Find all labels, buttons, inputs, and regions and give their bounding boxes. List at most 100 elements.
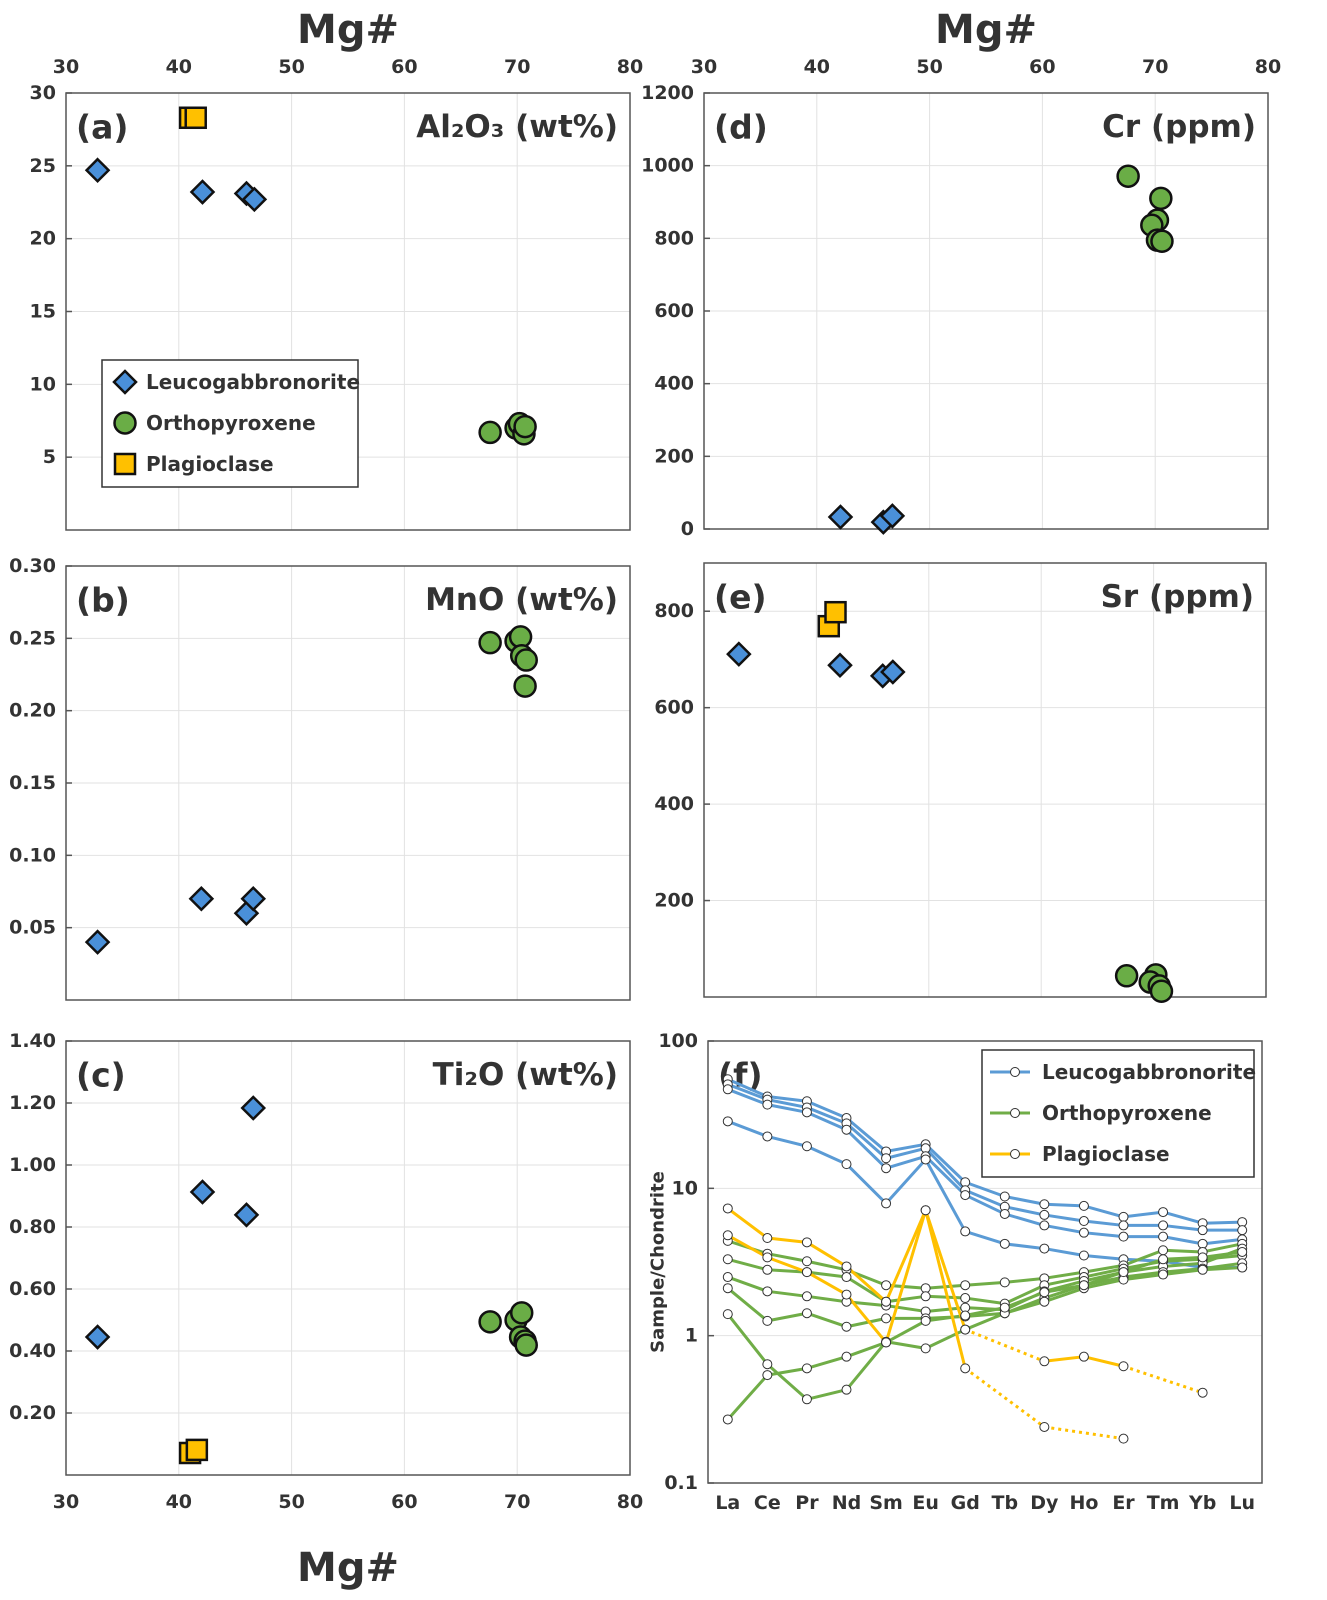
plot-frame — [65, 565, 631, 1001]
diamond-marker — [241, 186, 268, 213]
x-tick-label: 40 — [166, 1491, 192, 1513]
y-tick-label: 100 — [658, 1030, 698, 1052]
y-tick-label: 0.25 — [9, 627, 56, 649]
y-tick-label: 0.40 — [9, 1340, 56, 1362]
point-marker — [1039, 1209, 1050, 1220]
point-marker — [801, 1107, 812, 1118]
plot-frame — [703, 92, 1269, 530]
circle-marker — [1116, 164, 1140, 188]
point-marker — [1118, 1267, 1129, 1278]
x-tick-label: Tb — [992, 1492, 1019, 1514]
y-tick-label: 0.80 — [9, 1216, 56, 1238]
plot-frame — [707, 1040, 1263, 1484]
legend-label: Leucogabbronorite — [1042, 1060, 1256, 1084]
diamond-marker — [84, 929, 111, 955]
plot-frame — [65, 1040, 631, 1476]
point-marker — [920, 1315, 931, 1326]
x-tick-label: La — [715, 1492, 740, 1514]
point-marker — [762, 1370, 773, 1381]
point-marker — [1197, 1225, 1208, 1236]
point-marker — [762, 1233, 773, 1244]
y-tick-label: 30 — [30, 82, 56, 104]
x-tick-label: Tm — [1147, 1492, 1180, 1514]
point-marker — [801, 1237, 812, 1248]
point-marker — [1197, 1387, 1208, 1398]
panel: 0 200 400 600 800 1000 1200 30 40 50 60 70 80 Mg# (d) C… — [641, 7, 1281, 540]
point-marker — [841, 1384, 852, 1395]
x-tick-label: 50 — [278, 56, 304, 78]
point-marker — [841, 1351, 852, 1362]
legend-marker — [1010, 1067, 1020, 1077]
ree-line — [727, 1239, 1243, 1290]
legend-marker — [113, 452, 137, 476]
point-marker — [1118, 1211, 1129, 1222]
point-marker — [1078, 1280, 1089, 1291]
point-marker — [801, 1256, 812, 1267]
point-marker — [762, 1359, 773, 1370]
point-marker — [722, 1203, 733, 1214]
point-marker — [960, 1280, 971, 1291]
panel-label: (c) — [76, 1056, 126, 1095]
x-tick-label: Ce — [754, 1492, 781, 1514]
point-marker — [1078, 1200, 1089, 1211]
x-tick-label: Nd — [832, 1492, 862, 1514]
diamond-marker — [879, 503, 906, 529]
legend-marker — [113, 411, 137, 435]
diamond-marker — [240, 885, 267, 912]
ree-line — [726, 1261, 1243, 1329]
plot-frame — [65, 92, 631, 531]
x-tick-label: 60 — [391, 56, 417, 78]
ree-line — [727, 1087, 1243, 1246]
x-tick-label: 50 — [278, 1491, 304, 1513]
square-marker — [184, 106, 207, 130]
x-tick-label: Yb — [1188, 1492, 1216, 1514]
diamond-marker — [84, 157, 111, 183]
x-tick-label: 70 — [1142, 56, 1168, 78]
point-marker — [801, 1394, 812, 1405]
y-tick-label: 1.20 — [9, 1092, 56, 1114]
y-tick-label: 600 — [654, 300, 694, 322]
point-marker — [1158, 1245, 1169, 1256]
legend: Leucogabbronorite Orthopyroxene Plagioclas… — [101, 359, 360, 488]
x-tick-label: 40 — [166, 56, 192, 78]
point-marker — [801, 1141, 812, 1152]
panel-title: Ti₂O (wt%) — [433, 1057, 618, 1093]
y-tick-label: 0.20 — [9, 700, 56, 722]
diamond-marker — [84, 1324, 111, 1350]
legend-marker — [1010, 1149, 1020, 1159]
point-marker — [920, 1343, 931, 1354]
ree-line — [727, 1077, 1243, 1225]
panel: 200 400 600 800 (e) Sr (ppm) — [654, 562, 1267, 1003]
x-tick-label: Lu — [1229, 1492, 1255, 1514]
square-marker — [824, 600, 847, 624]
point-marker — [722, 1414, 733, 1425]
x-tick-label: Dy — [1030, 1492, 1059, 1514]
x-tick-label: Pr — [795, 1492, 819, 1514]
y-tick-label: 0.60 — [9, 1278, 56, 1300]
point-marker — [1039, 1220, 1050, 1231]
circle-marker — [478, 420, 502, 445]
point-marker — [1039, 1243, 1050, 1254]
point-marker — [1118, 1361, 1129, 1372]
point-marker — [801, 1363, 812, 1374]
point-marker — [960, 1363, 971, 1374]
point-marker — [881, 1163, 892, 1174]
point-marker — [960, 1310, 971, 1321]
point-marker — [999, 1302, 1010, 1313]
y-tick-label: 200 — [654, 890, 694, 912]
y-tick-label: 10 — [30, 373, 56, 395]
panel-label: (b) — [76, 581, 130, 620]
legend-label: Leucogabbronorite — [146, 370, 360, 394]
x-axis-label: Mg# — [297, 1545, 399, 1591]
point-marker — [801, 1291, 812, 1302]
point-marker — [881, 1296, 892, 1307]
point-marker — [762, 1099, 773, 1110]
point-marker — [1197, 1264, 1208, 1275]
diamond-marker — [827, 652, 853, 678]
panel-title: Sr (ppm) — [1101, 579, 1254, 615]
diamond-marker — [189, 179, 216, 205]
y-tick-label: 0.1 — [664, 1472, 698, 1494]
point-marker — [801, 1308, 812, 1319]
point-marker — [762, 1131, 773, 1142]
